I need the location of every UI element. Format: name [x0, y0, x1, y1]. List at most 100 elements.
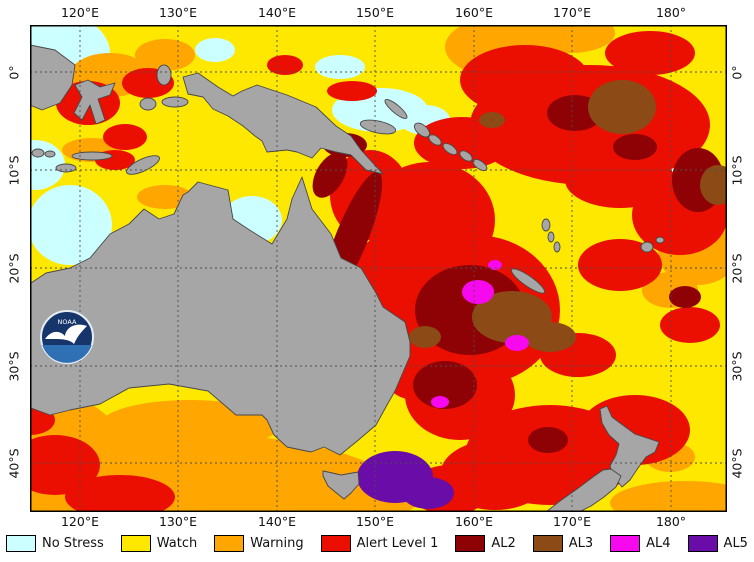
island [541, 218, 551, 232]
land-borneo [30, 44, 76, 111]
stress-patch [700, 165, 727, 205]
lon-tick-bottom: 160°E [454, 514, 493, 529]
stress-patch [613, 134, 657, 160]
stress-patch [30, 435, 100, 495]
bleaching-alert-map: NOAA [30, 25, 727, 512]
lat-tick-left: 20°S [6, 253, 22, 284]
noaa-seagull-icon [45, 324, 87, 344]
al5-regions [357, 451, 454, 509]
lat-tick-right: 10°S [729, 155, 745, 186]
lon-tick-bottom: 120°E [60, 514, 99, 529]
stress-patch [528, 427, 568, 453]
legend-label: Warning [250, 535, 304, 551]
stress-patch [402, 477, 454, 509]
land-tasmania [322, 470, 360, 500]
land-small-islands [31, 64, 665, 294]
lon-tick-bottom: 150°E [355, 514, 394, 529]
stress-patch [565, 152, 675, 208]
stress-patch [315, 55, 365, 79]
stress-patch [488, 260, 502, 270]
island [139, 97, 157, 111]
stress-patch [462, 280, 494, 304]
lon-tick-top: 170°E [552, 5, 591, 20]
legend-label: AL2 [491, 535, 516, 551]
stress-patch [30, 185, 112, 265]
lon-tick-top: 160°E [454, 5, 493, 20]
lon-tick-bottom: 180° [655, 514, 687, 529]
stress-patch [505, 335, 529, 351]
legend-swatch-al5 [687, 534, 718, 552]
land-layer [30, 44, 665, 512]
legend-item-al3: AL3 [532, 534, 594, 552]
stress-patch [524, 322, 576, 352]
legend-item-al2: AL2 [455, 534, 516, 552]
lon-tick-top: 140°E [257, 5, 296, 20]
island [44, 150, 56, 158]
legend-label: AL4 [646, 535, 671, 551]
stress-patch [103, 124, 147, 150]
lat-tick-left: 0° [6, 65, 22, 80]
legend-swatch-alert-level-1 [320, 534, 351, 552]
stress-patch [312, 152, 348, 198]
lat-tick-right: 0° [729, 65, 745, 80]
lat-tick-left: 10°S [6, 155, 22, 186]
legend: No Stress Watch Warning Alert Level 1 AL… [6, 529, 748, 557]
land-nz-north-island [599, 405, 660, 488]
island [442, 142, 458, 156]
stress-patch [660, 307, 720, 343]
island [31, 148, 45, 158]
stress-patch [669, 286, 701, 308]
island [428, 134, 442, 146]
legend-item-alert-level-1: Alert Level 1 [320, 534, 439, 552]
legend-item-no-stress: No Stress [6, 534, 104, 552]
legend-item-warning: Warning [214, 534, 304, 552]
lon-tick-bottom: 170°E [552, 514, 591, 529]
stress-patch [65, 475, 175, 512]
island [156, 64, 172, 86]
lat-tick-right: 20°S [729, 253, 745, 284]
legend-item-al5: AL5 [687, 534, 748, 552]
island [71, 151, 113, 161]
island [384, 99, 408, 119]
stress-patch [610, 481, 727, 512]
island [510, 268, 546, 294]
land-nz-south-island [545, 468, 622, 512]
legend-label: Watch [156, 535, 198, 551]
stress-patch [267, 55, 303, 75]
grid-lines [30, 25, 727, 512]
lon-tick-top: 150°E [355, 5, 394, 20]
legend-swatch-al3 [532, 534, 563, 552]
legend-label: Alert Level 1 [356, 535, 439, 551]
stress-patch [605, 31, 695, 75]
stress-patch [414, 117, 510, 169]
island [161, 96, 189, 108]
land-sulawesi [73, 79, 116, 125]
island [55, 163, 77, 173]
lon-tick-top: 180° [655, 5, 687, 20]
legend-label: No Stress [42, 535, 104, 551]
stress-patch [479, 112, 505, 128]
lon-tick-bottom: 130°E [158, 514, 197, 529]
stress-patch [327, 81, 377, 101]
stress-patch [588, 80, 656, 134]
legend-item-watch: Watch [120, 534, 198, 552]
legend-swatch-warning [214, 534, 245, 552]
legend-label: AL3 [568, 535, 594, 551]
lon-tick-top: 120°E [60, 5, 99, 20]
al3-regions [409, 80, 727, 352]
land-new-guinea [182, 72, 384, 175]
stress-patch [431, 396, 449, 408]
lat-tick-left: 40°S [6, 448, 22, 479]
noaa-logo-text: NOAA [58, 318, 77, 326]
noaa-logo-sea [42, 345, 92, 363]
lon-tick-top: 130°E [158, 5, 197, 20]
stress-patch [195, 38, 235, 62]
island [553, 241, 561, 253]
island [359, 119, 397, 135]
legend-swatch-no-stress [6, 534, 36, 552]
legend-swatch-watch [120, 534, 151, 552]
stress-patch [525, 25, 615, 53]
stress-patch [135, 39, 195, 71]
lon-tick-bottom: 140°E [257, 514, 296, 529]
